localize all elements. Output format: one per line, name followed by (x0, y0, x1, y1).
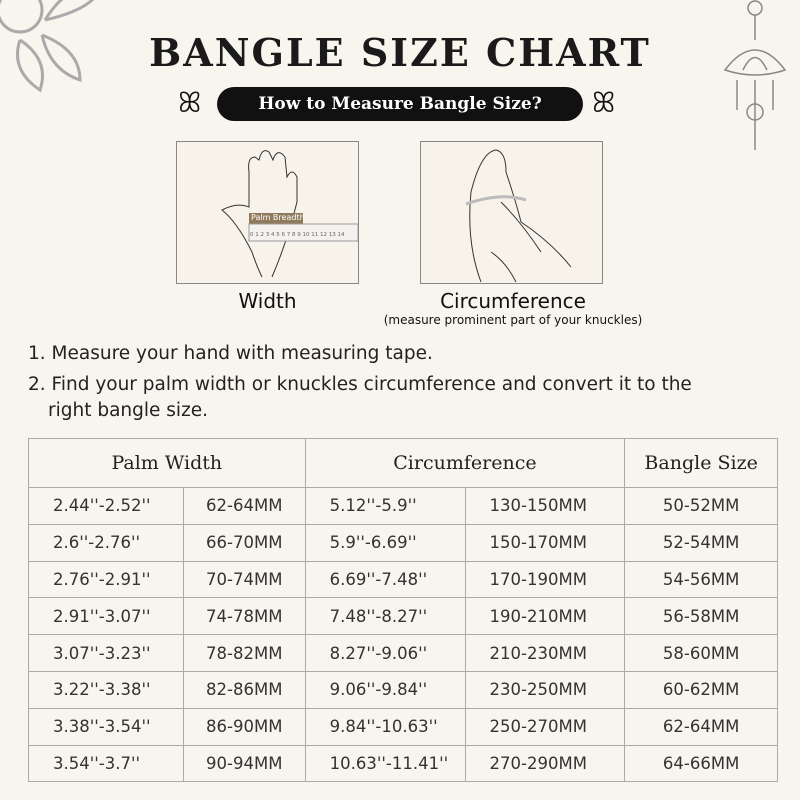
header-circumference: Circumference (304, 438, 626, 488)
circumference-inch: 10.63''-11.41'' (304, 744, 466, 783)
palm-width-mm: 74-78MM (182, 597, 306, 636)
swirl-right-icon: ꕤ (592, 86, 616, 119)
hands-knuckle-icon (465, 149, 572, 283)
step-1: 1. Measure your hand with measuring tape… (28, 343, 433, 364)
palm-width-inch: 3.54''-3.7'' (28, 744, 184, 783)
circumference-mm: 270-290MM (464, 744, 626, 783)
header-bangle-size: Bangle Size (624, 438, 778, 488)
bangle-size: 58-60MM (624, 634, 778, 672)
bangle-size: 50-52MM (624, 487, 778, 525)
circumference-inch: 9.06''-9.84'' (304, 670, 466, 709)
table-row: 3.38''-3.54'' 86-90MM 9.84''-10.63'' 250-27… (28, 707, 778, 746)
palm-width-mm: 86-90MM (182, 707, 306, 746)
palm-width-inch: 2.44''-2.52'' (28, 487, 184, 525)
bangle-size: 60-62MM (624, 670, 778, 709)
circumference-illustration (420, 141, 603, 284)
mandala-decoration (0, 0, 95, 93)
circumference-caption: Circumference (440, 289, 586, 313)
table-row: 3.22''-3.38'' 82-86MM 9.06''-9.84'' 230-250… (28, 670, 778, 709)
circumference-note: (measure prominent part of your knuckles… (383, 313, 643, 327)
palm-width-inch: 3.22''-3.38'' (28, 670, 184, 709)
step-2: 2. Find your palm width or knuckles circ… (28, 374, 692, 395)
circumference-mm: 250-270MM (464, 707, 626, 746)
circumference-mm: 190-210MM (464, 597, 626, 636)
page-title: BANGLE SIZE CHART (149, 30, 651, 75)
lotus-hanging-decoration (723, 0, 787, 150)
step-2-continued: right bangle size. (48, 400, 209, 421)
table-row: 2.76''-2.91'' 70-74MM 6.69''-7.48'' 170-190… (28, 560, 778, 599)
table-row: 3.54''-3.7'' 90-94MM 10.63''-11.41'' 270-29… (28, 744, 778, 783)
circumference-inch: 9.84''-10.63'' (304, 707, 466, 746)
table-row: 3.07''-3.23'' 78-82MM 8.27''-9.06'' 210-230… (28, 634, 778, 672)
circumference-mm: 150-170MM (464, 523, 626, 562)
circumference-inch: 5.12''-5.9'' (304, 487, 466, 525)
size-table: Palm Width Circumference Bangle Size 2.4… (28, 438, 778, 783)
palm-width-inch: 3.07''-3.23'' (28, 634, 184, 672)
table-row: 2.6''-2.76'' 66-70MM 5.9''-6.69'' 150-170MM… (28, 523, 778, 562)
palm-width-mm: 90-94MM (182, 744, 306, 783)
bangle-size: 62-64MM (624, 707, 778, 746)
palm-width-inch: 2.6''-2.76'' (28, 523, 184, 562)
bangle-size: 56-58MM (624, 597, 778, 636)
bangle-size: 52-54MM (624, 523, 778, 562)
circumference-mm: 230-250MM (464, 670, 626, 709)
circumference-inch: 5.9''-6.69'' (304, 523, 466, 562)
width-caption: Width (238, 289, 297, 313)
palm-width-inch: 2.76''-2.91'' (28, 560, 184, 599)
palm-breadth-label: Palm Breadth (251, 213, 305, 222)
width-illustration: Palm Breadth 0 1 2 3 4 5 6 7 8 9 10 11 1… (176, 141, 359, 284)
palm-width-mm: 82-86MM (182, 670, 306, 709)
table-header-row: Palm Width Circumference Bangle Size (28, 438, 778, 488)
palm-width-inch: 2.91''-3.07'' (28, 597, 184, 636)
circumference-mm: 130-150MM (464, 487, 626, 525)
circumference-inch: 7.48''-8.27'' (304, 597, 466, 636)
circumference-mm: 170-190MM (464, 560, 626, 599)
circumference-mm: 210-230MM (464, 634, 626, 672)
ruler-scale: 0 1 2 3 4 5 6 7 8 9 10 11 12 13 14 (250, 232, 345, 238)
table-row: 2.44''-2.52'' 62-64MM 5.12''-5.9'' 130-150M… (28, 487, 778, 525)
swirl-left-icon: ꕤ (178, 86, 202, 119)
palm-width-inch: 3.38''-3.54'' (28, 707, 184, 746)
palm-width-mm: 66-70MM (182, 523, 306, 562)
palm-width-mm: 62-64MM (182, 487, 306, 525)
circumference-inch: 8.27''-9.06'' (304, 634, 466, 672)
subtitle-banner: How to Measure Bangle Size? (217, 87, 583, 121)
hand-icon (221, 150, 359, 278)
table-row: 2.91''-3.07'' 74-78MM 7.48''-8.27'' 190-210… (28, 597, 778, 636)
bangle-size: 64-66MM (624, 744, 778, 783)
circumference-inch: 6.69''-7.48'' (304, 560, 466, 599)
header-palm-width: Palm Width (28, 438, 306, 488)
palm-width-mm: 78-82MM (182, 634, 306, 672)
bangle-size: 54-56MM (624, 560, 778, 599)
palm-width-mm: 70-74MM (182, 560, 306, 599)
